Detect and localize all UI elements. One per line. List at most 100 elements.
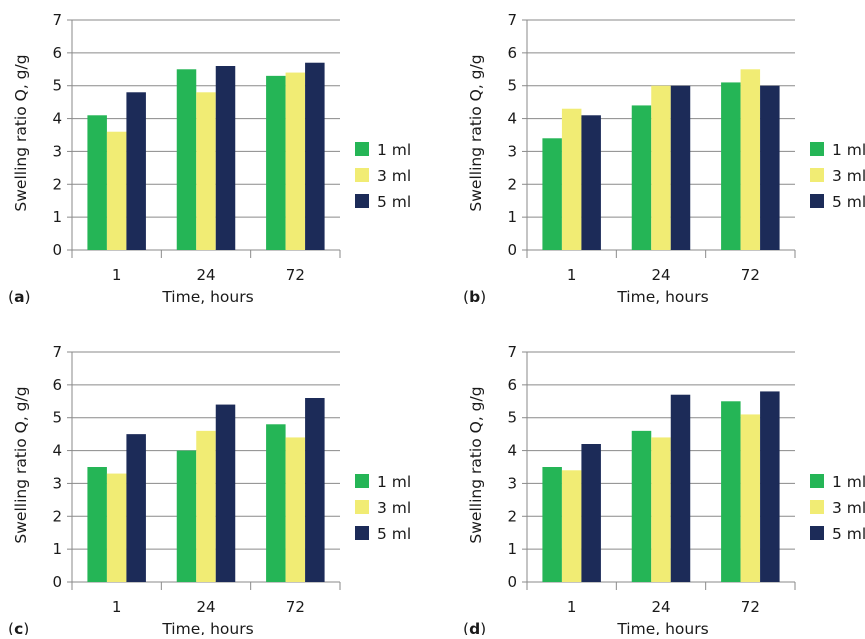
- y-tick-label: 4: [52, 110, 62, 128]
- legend-swatch: [810, 474, 824, 488]
- panel-label-paren: (: [8, 288, 14, 306]
- x-tick-label: 1: [567, 598, 577, 616]
- panel-label-paren: ): [23, 620, 29, 635]
- bar-5ml-24: [670, 394, 691, 582]
- y-tick-label: 1: [52, 208, 62, 226]
- bar-3ml-1: [561, 470, 582, 582]
- bar-5ml-1: [581, 115, 601, 251]
- y-tick-label: 0: [507, 241, 517, 259]
- bar-5ml-24: [215, 66, 236, 250]
- chart-panel-c: 0 1 2 3 4 5 6 7 1 24 72 Time, hours Swelling ratio Q…: [8, 343, 411, 638]
- x-axis-title: Time, hours: [161, 288, 253, 306]
- legend-label: 5 ml: [377, 525, 411, 543]
- x-tick-label: 24: [196, 598, 215, 616]
- bar-5ml-72: [760, 85, 780, 250]
- bar-3ml-24: [196, 92, 216, 251]
- bar-5ml-1: [126, 434, 146, 582]
- y-tick-label: 6: [52, 44, 62, 62]
- bar-1ml-72: [721, 401, 741, 582]
- legend-swatch: [810, 142, 824, 156]
- legend-label: 5 ml: [377, 193, 411, 211]
- y-tick-label: 0: [52, 573, 62, 591]
- panel-label-paren: ): [480, 288, 486, 306]
- legend-swatch: [355, 142, 369, 156]
- bar-1ml-72: [721, 82, 741, 250]
- bar-1ml-1: [542, 138, 562, 250]
- y-tick-label: 7: [52, 11, 62, 29]
- x-tick-label: 1: [112, 266, 122, 284]
- y-tick-label: 2: [507, 507, 517, 525]
- panel-label-paren: ): [25, 288, 31, 306]
- y-tick-label: 3: [52, 474, 62, 492]
- x-tick-label: 72: [286, 598, 305, 616]
- bar-1ml-24: [176, 69, 197, 251]
- y-tick-label: 3: [507, 142, 517, 160]
- y-axis-title: Swelling ratio Q, g/g: [467, 54, 485, 211]
- x-tick-label: 24: [651, 266, 670, 284]
- bar-1ml-24: [176, 450, 197, 582]
- x-tick-label: 1: [567, 266, 577, 284]
- bar-3ml-72: [285, 437, 306, 582]
- bar-1ml-24: [631, 105, 652, 250]
- x-tick-label: 24: [196, 266, 215, 284]
- panel-label-paren: (: [8, 620, 14, 635]
- y-tick-label: 1: [507, 540, 517, 558]
- y-tick-label: 5: [507, 409, 517, 427]
- y-tick-label: 2: [52, 175, 62, 193]
- y-tick-label: 4: [507, 110, 517, 128]
- legend-swatch: [355, 526, 369, 540]
- y-tick-label: 5: [507, 77, 517, 95]
- legend-swatch: [810, 194, 824, 208]
- panel-label-paren: (: [463, 620, 469, 635]
- legend-label: 5 ml: [832, 193, 865, 211]
- y-tick-label: 1: [507, 208, 517, 226]
- panel-label: (b): [463, 288, 486, 306]
- bar-3ml-1: [106, 473, 127, 582]
- legend-label: 1 ml: [377, 473, 411, 491]
- legend-label: 1 ml: [832, 141, 865, 159]
- y-tick-label: 1: [52, 540, 62, 558]
- legend-swatch: [810, 500, 824, 514]
- y-tick-label: 3: [507, 474, 517, 492]
- x-tick-label: 24: [651, 598, 670, 616]
- legend-label: 3 ml: [832, 499, 865, 517]
- x-tick-label: 1: [112, 598, 122, 616]
- y-tick-label: 7: [507, 11, 517, 29]
- y-tick-label: 2: [52, 507, 62, 525]
- y-tick-label: 5: [52, 409, 62, 427]
- legend-label: 3 ml: [377, 167, 411, 185]
- y-tick-label: 7: [52, 343, 62, 361]
- y-tick-label: 6: [52, 376, 62, 394]
- y-tick-label: 7: [507, 343, 517, 361]
- bar-5ml-24: [670, 85, 691, 250]
- y-tick-label: 5: [52, 77, 62, 95]
- x-tick-label: 72: [741, 266, 760, 284]
- legend-label: 5 ml: [832, 525, 865, 543]
- bar-3ml-1: [561, 108, 582, 250]
- legend-label: 1 ml: [832, 473, 865, 491]
- y-tick-label: 3: [52, 142, 62, 160]
- bar-3ml-72: [740, 414, 761, 582]
- bar-1ml-1: [542, 467, 562, 582]
- bar-1ml-72: [266, 424, 286, 582]
- bar-1ml-24: [631, 430, 652, 582]
- panel-label-letter: d: [469, 620, 480, 635]
- y-tick-label: 6: [507, 376, 517, 394]
- x-axis-title: Time, hours: [161, 620, 253, 635]
- bar-5ml-72: [305, 62, 325, 250]
- chart-panel-a: 0 1 2 3 4 5 6 7 1 24 72 Time, hours Swelling ratio Q…: [8, 11, 411, 306]
- bar-3ml-24: [651, 85, 671, 250]
- x-axis-title: Time, hours: [616, 288, 708, 306]
- bar-3ml-24: [196, 430, 216, 582]
- x-tick-label: 72: [286, 266, 305, 284]
- chart-panel-d: 0 1 2 3 4 5 6 7 1 24 72 Time, hours Swelling ratio Q…: [463, 343, 865, 638]
- x-tick-label: 72: [741, 598, 760, 616]
- chart-panel-b: 0 1 2 3 4 5 6 7 1 24 72 Time, hours Swelling ratio Q…: [463, 11, 865, 306]
- bar-3ml-1: [106, 131, 127, 250]
- panel-label-letter: b: [469, 288, 480, 306]
- panel-label: (a): [8, 288, 31, 306]
- legend-label: 1 ml: [377, 141, 411, 159]
- panel-label-paren: (: [463, 288, 469, 306]
- legend-label: 3 ml: [832, 167, 865, 185]
- bar-1ml-72: [266, 75, 286, 250]
